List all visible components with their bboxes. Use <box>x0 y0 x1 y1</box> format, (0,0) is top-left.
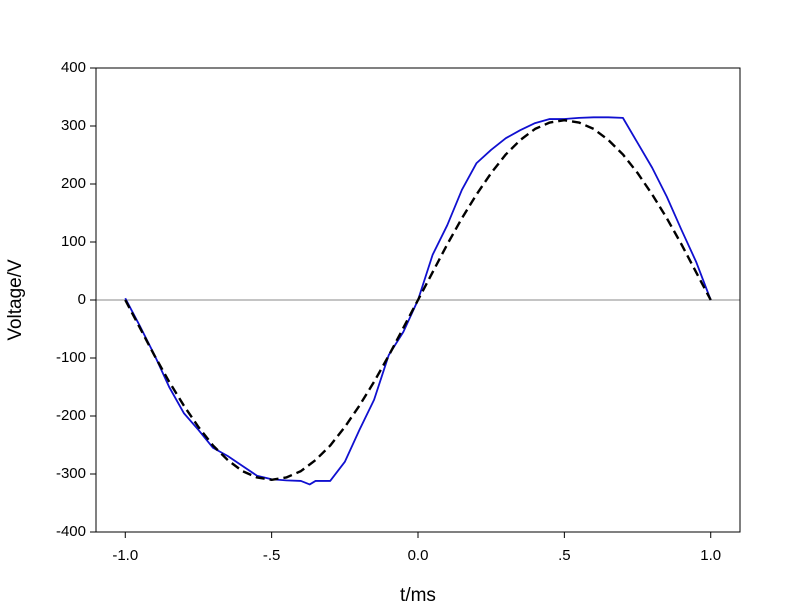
x-tick-label: -.5 <box>263 547 281 564</box>
x-tick-label: .5 <box>558 547 571 564</box>
x-tick-label: -1.0 <box>112 547 138 564</box>
y-tick-label: -300 <box>56 465 86 482</box>
y-axis-title: Voltage/V <box>5 259 26 341</box>
y-tick-label: -100 <box>56 349 86 366</box>
y-tick-label: 300 <box>61 117 86 134</box>
y-tick-label: -200 <box>56 407 86 424</box>
x-tick-label: 1.0 <box>700 547 721 564</box>
series-line <box>124 119 712 481</box>
x-axis-title: t/ms <box>400 585 436 606</box>
plot-frame <box>95 67 741 533</box>
y-tick-label: -400 <box>56 523 86 540</box>
y-tick-label: 100 <box>61 233 86 250</box>
y-tick-label: 0 <box>78 291 86 308</box>
y-tick-label: 400 <box>61 59 86 76</box>
y-tick-label: 200 <box>61 175 86 192</box>
x-tick-label: 0.0 <box>408 547 429 564</box>
